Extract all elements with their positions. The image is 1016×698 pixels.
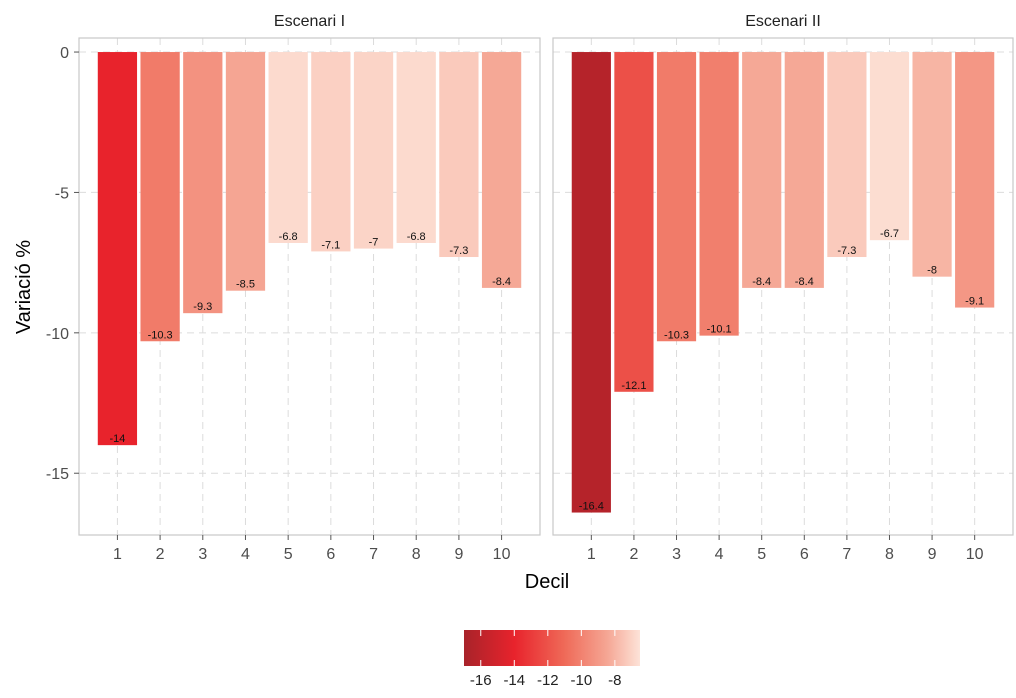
panel-title: Escenari II (745, 13, 821, 30)
bar (784, 52, 824, 288)
legend-tick-label: -8 (608, 672, 621, 689)
x-tick-label: 1 (587, 546, 596, 563)
bar (353, 52, 394, 249)
panel-title: Escenari I (274, 13, 345, 30)
bar-value-label: -7.3 (837, 245, 856, 257)
bar-value-label: -8.4 (492, 276, 511, 288)
x-tick-label: 5 (757, 546, 766, 563)
bar (311, 52, 351, 252)
y-tick-label: -5 (55, 185, 69, 202)
y-tick-label: 0 (60, 45, 69, 62)
x-tick-label: 3 (672, 546, 681, 563)
bar-value-label: -10.3 (664, 329, 689, 341)
bar-value-label: -6.8 (279, 231, 298, 243)
x-tick-label: 4 (241, 546, 250, 563)
bar-value-label: -10.1 (707, 324, 732, 336)
bar (869, 52, 910, 241)
x-axis-title: Decil (525, 571, 569, 593)
bar-value-label: -10.3 (148, 329, 173, 341)
bar-value-label: -9.1 (965, 296, 984, 308)
bar (955, 52, 995, 308)
bar-value-label: -8.4 (752, 276, 771, 288)
x-tick-label: 5 (284, 546, 293, 563)
panels-layer: Escenari I -14 -10.3 -9.3 -8.5 -6.8 -7.1 -7 -6.8… (78, 13, 1014, 563)
x-tick-label: 7 (369, 546, 378, 563)
x-tick-label: 1 (113, 546, 122, 563)
bar-value-label: -14 (109, 433, 125, 445)
bar (912, 52, 952, 277)
y-tick-label: -15 (46, 466, 69, 483)
legend-tick-label: -16 (470, 672, 492, 689)
bar (225, 52, 266, 291)
bar (699, 52, 739, 336)
color-legend: -16 -14 -12 -10 -8 (464, 630, 640, 689)
bar (140, 52, 180, 342)
bar (183, 52, 223, 314)
x-tick-label: 6 (326, 546, 335, 563)
bar-value-label: -8.5 (236, 279, 255, 291)
bar-value-label: -7 (369, 237, 379, 249)
bar (614, 52, 654, 392)
y-axis-title: Variació % (13, 240, 35, 334)
bar-value-label: -12.1 (621, 380, 646, 392)
x-tick-label: 8 (885, 546, 894, 563)
bar-value-label: -8.4 (795, 276, 814, 288)
bar-value-label: -6.8 (407, 231, 426, 243)
x-tick-label: 2 (629, 546, 638, 563)
x-tick-label: 3 (198, 546, 207, 563)
panel-border (552, 37, 1014, 536)
bar (439, 52, 479, 258)
panel-2: Escenari II -16.4 -12.1 -10.3 -10.1 -8.4 -8.4 -… (552, 13, 1014, 563)
panel-1: Escenari I -14 -10.3 -9.3 -8.5 -6.8 -7.1 -7 -6.8… (78, 13, 541, 563)
bar (656, 52, 697, 342)
bar-value-label: -16.4 (579, 501, 604, 513)
bar (742, 52, 782, 288)
bar (571, 52, 611, 513)
bar (827, 52, 867, 258)
legend-tick-label: -12 (537, 672, 559, 689)
bar (268, 52, 308, 243)
panel-border (78, 37, 541, 536)
bar-value-label: -9.3 (193, 301, 212, 313)
x-tick-label: 9 (454, 546, 463, 563)
bar-value-label: -8 (927, 265, 937, 277)
legend-tick-label: -14 (503, 672, 525, 689)
x-tick-label: 9 (928, 546, 937, 563)
bar-value-label: -7.1 (321, 239, 340, 251)
x-tick-label: 7 (842, 546, 851, 563)
bar-value-label: -7.3 (449, 245, 468, 257)
legend-tick-label: -10 (570, 672, 592, 689)
x-tick-label: 10 (966, 546, 984, 563)
x-tick-label: 8 (412, 546, 421, 563)
bar (481, 52, 522, 288)
x-tick-label: 4 (715, 546, 724, 563)
bar (396, 52, 436, 243)
y-tick-label: -10 (46, 326, 69, 343)
x-tick-label: 6 (800, 546, 809, 563)
y-axis: 0 -5 -10 -15 (46, 45, 79, 483)
bar (97, 52, 138, 446)
bar-value-label: -6.7 (880, 228, 899, 240)
legend-colorbar (464, 630, 640, 666)
x-tick-label: 10 (493, 546, 511, 563)
x-tick-label: 2 (156, 546, 165, 563)
